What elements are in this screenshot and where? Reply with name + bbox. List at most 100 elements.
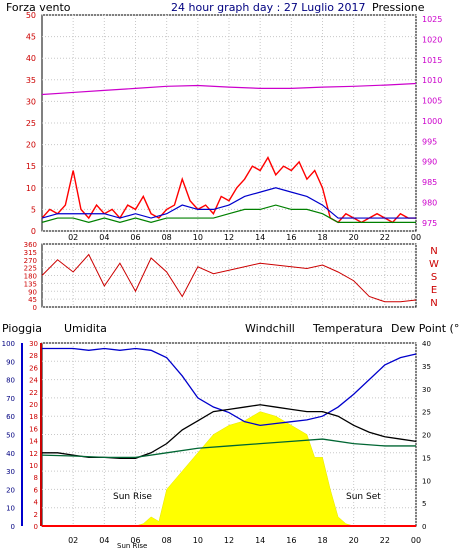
wind-tick-label: 5 — [31, 205, 36, 214]
rain-tick-label: 18 — [29, 413, 38, 421]
humidity-tick-label: 40 — [6, 450, 15, 458]
rain-tick-label: 0 — [34, 523, 38, 531]
pressure-tick-label: 995 — [422, 137, 437, 146]
x-tick-label: 00 — [411, 536, 421, 545]
temperature-tick-label: 40 — [422, 340, 431, 348]
chart-marks: 02 04 06 08 10 12 14 16 18 20 22 000510152025303540… — [2, 11, 443, 545]
wind-tick-label: 25 — [26, 119, 36, 128]
wind-tick-label: 40 — [26, 54, 36, 63]
pressure-axis-title: Pressione — [372, 1, 425, 14]
temperature-tick-label: 30 — [422, 386, 431, 394]
compass-label: S — [431, 272, 437, 283]
x-tick-label: 08 — [162, 233, 172, 242]
x-tick-label: 12 — [224, 536, 234, 545]
temperature-tick-label: 0 — [422, 523, 426, 531]
sun-rise-label: Sun Rise — [113, 492, 152, 502]
x-tick-label: 04 — [99, 536, 109, 545]
gust-line — [41, 187, 416, 219]
pressure-tick-label: 1020 — [422, 35, 442, 44]
direction-tick-label: 225 — [24, 265, 37, 273]
humidity-tick-label: 70 — [6, 395, 15, 403]
wind-tick-label: 50 — [26, 11, 36, 20]
rain-tick-label: 10 — [29, 462, 38, 470]
rain-tick-label: 16 — [29, 425, 38, 433]
x-tick-label: 06 — [130, 233, 140, 242]
x-tick-label: 14 — [255, 536, 265, 545]
x-tick-label: 20 — [349, 233, 359, 242]
umidita-label: Umidita — [64, 322, 107, 335]
compass-label: N — [430, 298, 437, 309]
page-title: 24 hour graph day : 27 Luglio 2017 — [171, 1, 366, 14]
direction-tick-label: 0 — [33, 304, 37, 312]
rain-tick-label: 14 — [29, 438, 38, 446]
pressure-tick-label: 975 — [422, 219, 437, 228]
humidity-tick-label: 0 — [11, 523, 15, 531]
direction-tick-label: 270 — [24, 257, 37, 265]
wind-tick-label: 0 — [31, 227, 36, 236]
x-tick-label: 16 — [286, 536, 296, 545]
pressure-tick-label: 1025 — [422, 15, 442, 24]
x-tick-label: 10 — [193, 233, 203, 242]
humidity-tick-label: 80 — [6, 377, 15, 385]
direction-tick-label: 360 — [24, 241, 37, 249]
x-tick-label: 06 — [130, 536, 140, 545]
x-tick-label: 18 — [317, 536, 327, 545]
avg-line — [41, 204, 416, 223]
humidity-tick-label: 100 — [2, 340, 15, 348]
humidity-tick-label: 10 — [6, 505, 15, 513]
temperature-tick-label: 20 — [422, 432, 431, 440]
x-tick-label: 08 — [162, 536, 172, 545]
pressure-tick-label: 1000 — [422, 117, 442, 126]
rain-tick-label: 2 — [34, 511, 38, 519]
x-tick-label: 02 — [68, 536, 78, 545]
temperature-tick-label: 25 — [422, 409, 431, 417]
pressure-line — [41, 82, 417, 96]
rain-tick-label: 30 — [29, 340, 38, 348]
rain-tick-label: 22 — [29, 389, 38, 397]
pressure-tick-label: 980 — [422, 198, 437, 207]
temperature-tick-label: 35 — [422, 363, 431, 371]
x-tick-label: 14 — [255, 233, 265, 242]
wind-tick-label: 20 — [26, 141, 36, 150]
x-tick-label: 16 — [286, 233, 296, 242]
pressure-tick-label: 985 — [422, 178, 437, 187]
compass-label: E — [431, 285, 437, 296]
sun-rise-axis-label: Sun Rise — [117, 542, 147, 550]
dewpoint-label: Dew Point (°C — [391, 322, 459, 335]
rain-tick-label: 28 — [29, 352, 38, 360]
rain-tick-label: 6 — [34, 486, 39, 494]
rain-tick-label: 4 — [34, 499, 39, 507]
wind-tick-label: 30 — [26, 97, 36, 106]
rain-tick-label: 26 — [29, 364, 38, 372]
direction-tick-label: 180 — [24, 273, 37, 281]
humidity-tick-label: 60 — [6, 413, 15, 421]
pressure-tick-label: 1015 — [422, 56, 442, 65]
temperature-tick-label: 10 — [422, 477, 431, 485]
x-tick-label: 04 — [99, 233, 109, 242]
wind-tick-label: 10 — [26, 184, 36, 193]
rain-tick-label: 20 — [29, 401, 38, 409]
wind-axis-title: Forza vento — [6, 1, 71, 14]
rain-tick-label: 8 — [34, 474, 38, 482]
compass-label: N — [430, 246, 437, 257]
temperatura-label: Temperatura — [312, 322, 383, 335]
compass-label: W — [429, 259, 439, 270]
pressure-tick-label: 1005 — [422, 97, 442, 106]
humidity-tick-label: 90 — [6, 358, 15, 366]
temperature-tick-label: 5 — [422, 500, 426, 508]
wind-tick-label: 15 — [26, 162, 36, 171]
direction-tick-label: 45 — [28, 296, 37, 304]
x-tick-label: 20 — [349, 536, 359, 545]
x-tick-label: 22 — [380, 536, 390, 545]
x-tick-label: 02 — [68, 233, 78, 242]
humidity-line — [42, 347, 417, 427]
sun-set-label: Sun Set — [346, 492, 381, 502]
pressure-tick-label: 990 — [422, 158, 437, 167]
pioggia-label: Pioggia — [2, 322, 42, 335]
rain-tick-label: 12 — [29, 450, 38, 458]
x-tick-label: 12 — [224, 233, 234, 242]
x-tick-label: 00 — [411, 233, 421, 242]
direction-tick-label: 135 — [24, 280, 37, 288]
wind-direction-line — [41, 253, 417, 303]
